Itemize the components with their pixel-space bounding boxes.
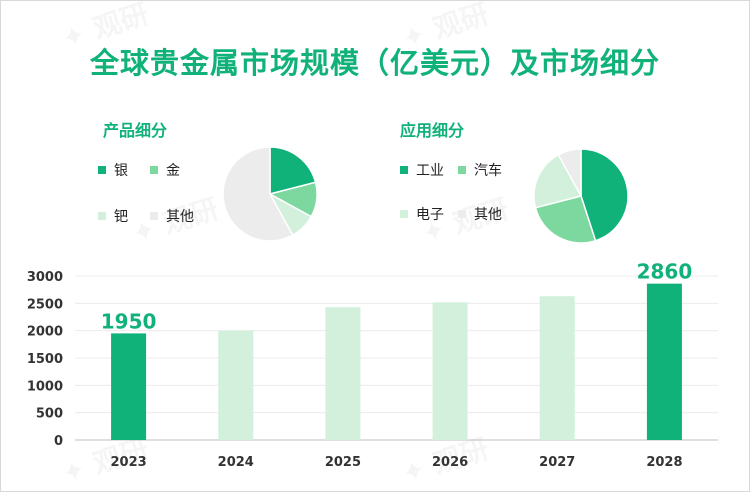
y-tick-label: 0 — [54, 434, 63, 449]
legend-swatch — [150, 166, 158, 174]
bar-2023 — [111, 333, 147, 440]
legend-swatch — [400, 166, 408, 174]
legend-item-electronics: 电子 — [400, 204, 444, 224]
legend-item-other-application: 其他 — [458, 204, 502, 224]
legend-swatch — [400, 210, 408, 218]
product-panel-title: 产品细分 — [103, 121, 168, 140]
y-tick-label: 3000 — [27, 270, 63, 285]
legend-swatch — [458, 166, 466, 174]
legend-item-palladium: 钯 — [98, 206, 128, 226]
y-tick-label: 2500 — [27, 297, 63, 312]
legend-swatch — [98, 166, 106, 174]
legend-item-gold: 金 — [150, 160, 180, 180]
x-tick-label: 2028 — [646, 455, 682, 470]
legend-label: 钯 — [114, 209, 128, 225]
bar-2028 — [646, 283, 682, 440]
data-label-2028: 2860 — [637, 260, 693, 284]
bar-2026 — [432, 302, 468, 440]
legend-swatch — [458, 210, 466, 218]
legend-swatch — [150, 212, 158, 220]
legend-item-other: 其他 — [150, 206, 194, 226]
x-tick-label: 2025 — [325, 455, 361, 470]
legend-swatch — [98, 212, 106, 220]
chart-title: 全球贵金属市场规模（亿美元）及市场细分 — [89, 46, 660, 80]
product-pie-slice-1 — [269, 146, 317, 195]
legend-label: 汽车 — [474, 163, 502, 179]
legend-label: 工业 — [416, 163, 444, 179]
y-tick-label: 1500 — [27, 352, 63, 367]
application-pie-slice-4 — [557, 148, 582, 197]
legend-label: 银 — [114, 163, 128, 179]
legend-label: 电子 — [416, 207, 444, 223]
legend-label: 金 — [166, 163, 180, 179]
y-tick-label: 2000 — [27, 325, 63, 340]
legend-item-industry: 工业 — [400, 160, 444, 180]
application-pie-chart — [533, 148, 629, 244]
legend-label: 其他 — [474, 207, 502, 223]
product-pie-chart — [222, 146, 318, 242]
application-pie-slice-3 — [533, 153, 583, 209]
y-tick-label: 500 — [36, 407, 63, 422]
bar-2024 — [218, 330, 254, 440]
legend-item-automotive: 汽车 — [458, 160, 502, 180]
application-pie-slice-2 — [534, 195, 597, 244]
x-tick-label: 2023 — [110, 455, 146, 470]
bar-2025 — [325, 307, 361, 440]
product-pie-slice-4 — [222, 146, 294, 242]
data-label-2023: 1950 — [101, 309, 157, 333]
x-tick-label: 2024 — [218, 455, 254, 470]
legend-item-silver: 银 — [98, 160, 128, 180]
legend-label: 其他 — [166, 209, 194, 225]
application-panel-title: 应用细分 — [400, 121, 465, 140]
x-tick-label: 2026 — [432, 455, 468, 470]
bar-2027 — [539, 296, 575, 440]
application-pie-slice-1 — [580, 148, 629, 242]
y-tick-label: 1000 — [27, 379, 63, 394]
x-tick-label: 2027 — [539, 455, 575, 470]
